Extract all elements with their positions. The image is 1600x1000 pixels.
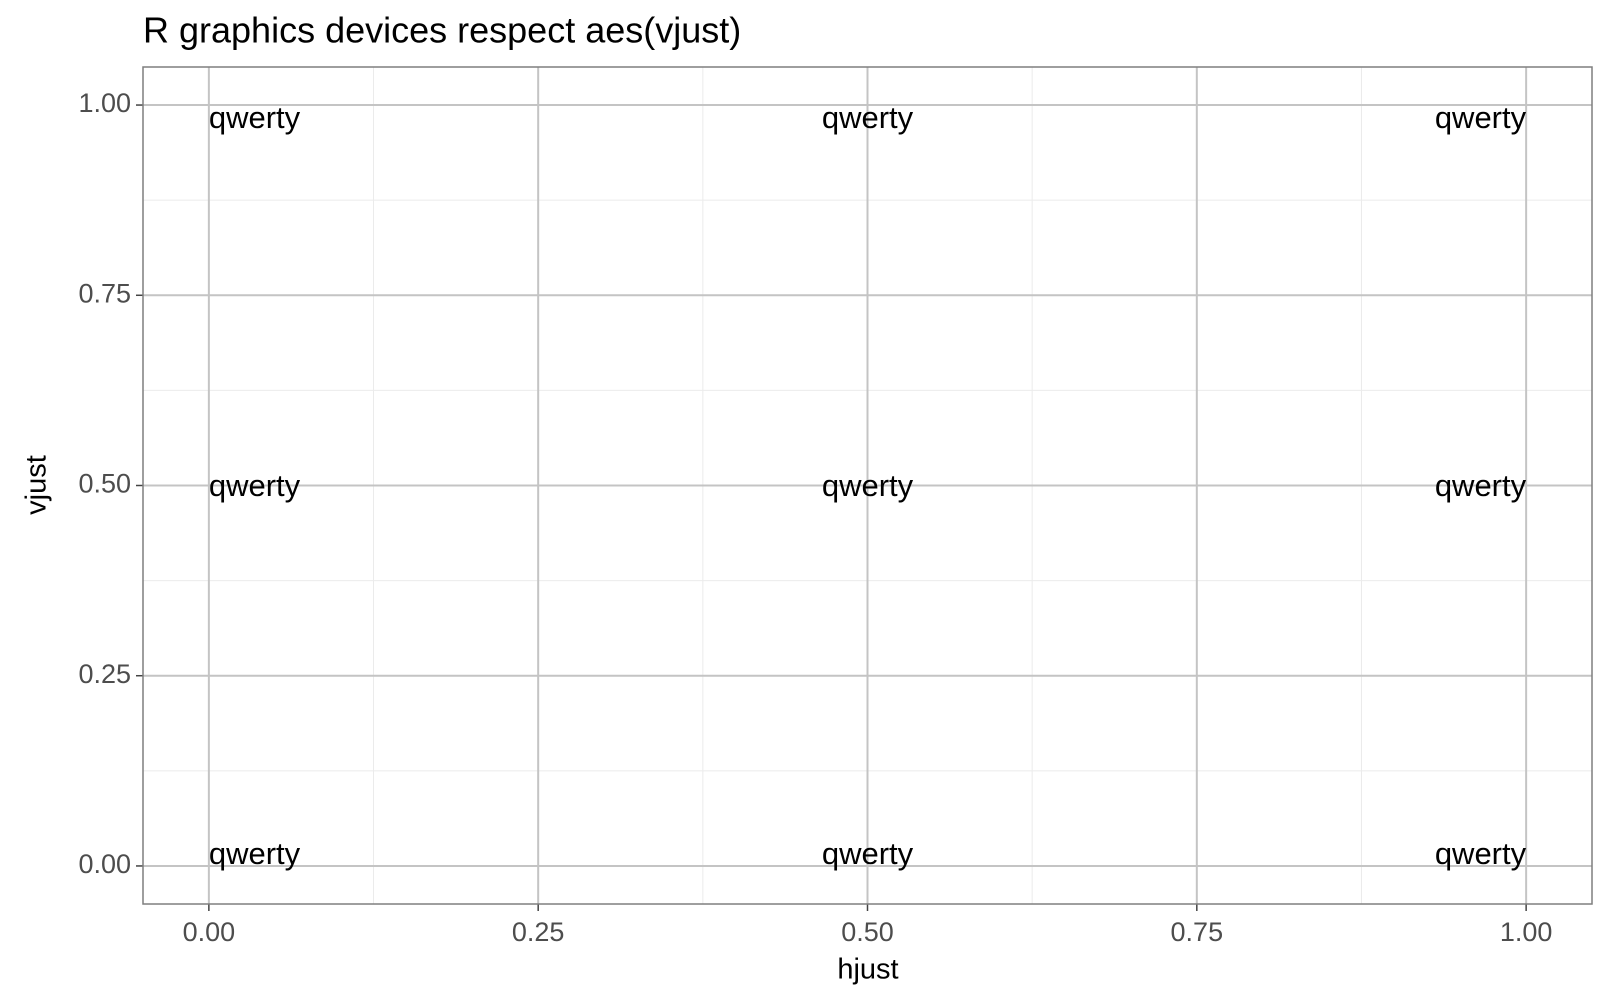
panel-border — [142, 66, 1593, 905]
x-tick-label: 0.00 — [183, 917, 236, 947]
x-tick-label: 0.75 — [1171, 917, 1224, 947]
point-label: qwerty — [1435, 100, 1527, 135]
x-tick-label: 0.50 — [841, 917, 894, 947]
point-label: qwerty — [822, 100, 914, 135]
x-tick-label: 0.25 — [512, 917, 565, 947]
x-tick-label: 1.00 — [1500, 917, 1553, 947]
point-label: qwerty — [822, 836, 914, 871]
y-tick-label: 0.25 — [78, 659, 131, 689]
y-axis-title: vjust — [21, 455, 53, 515]
y-tick-label: 1.00 — [78, 88, 131, 118]
y-tick-label: 0.00 — [78, 849, 131, 879]
point-label: qwerty — [209, 468, 301, 503]
y-tick-label: 0.75 — [78, 278, 131, 308]
point-label: qwerty — [209, 100, 301, 135]
point-label: qwerty — [209, 836, 301, 871]
point-label: qwerty — [1435, 468, 1527, 503]
x-axis-title: hjust — [837, 954, 898, 986]
point-label: qwerty — [822, 468, 914, 503]
chart-title: R graphics devices respect aes(vjust) — [143, 10, 741, 51]
point-label: qwerty — [1435, 836, 1527, 871]
y-tick-label: 0.50 — [78, 469, 131, 499]
